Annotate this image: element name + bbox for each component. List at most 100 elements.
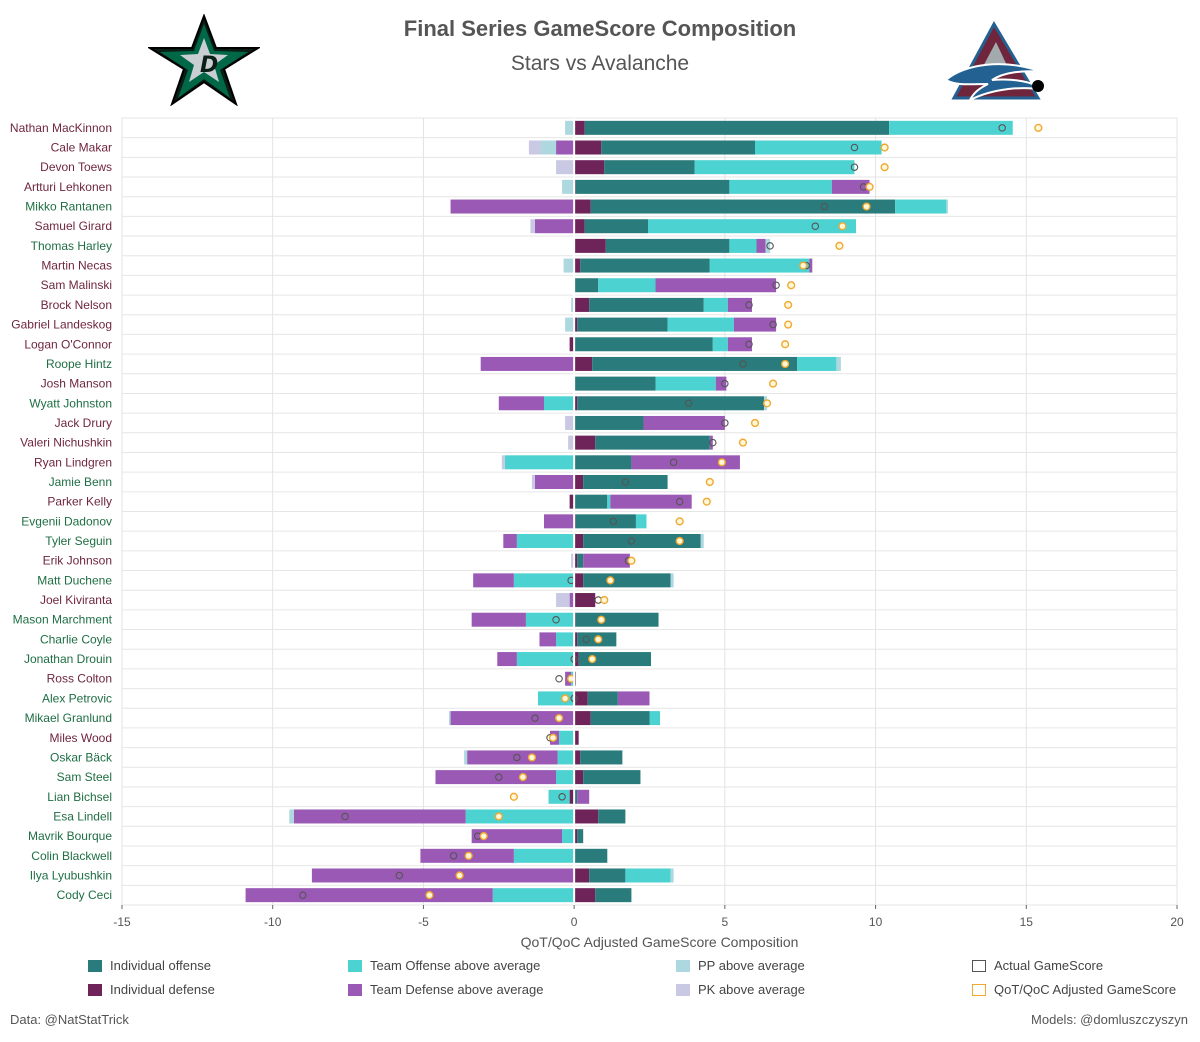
player-label: Erik Johnson bbox=[43, 554, 112, 568]
player-label: Artturi Lehkonen bbox=[24, 180, 112, 194]
bar-individual-offense bbox=[583, 474, 668, 489]
legend-swatch bbox=[972, 983, 986, 996]
actual-gamescore-marker bbox=[675, 497, 684, 506]
bar-individual-defense bbox=[574, 534, 584, 549]
bar-team-defense bbox=[727, 297, 752, 312]
legend-item-adjusted-marker: QoT/QoC Adjusted GameScore bbox=[972, 982, 1176, 997]
player-label: Sam Steel bbox=[57, 770, 112, 784]
legend-label: PK above average bbox=[698, 982, 805, 997]
x-tick-label: -15 bbox=[113, 915, 131, 929]
adjusted-gamescore-marker bbox=[865, 182, 874, 191]
bar-pp bbox=[563, 258, 575, 273]
bar-pk bbox=[528, 140, 541, 155]
adjusted-gamescore-marker bbox=[588, 654, 597, 664]
x-tick-label: 15 bbox=[1020, 915, 1034, 929]
bar-pk bbox=[530, 219, 535, 234]
bar-team-defense bbox=[577, 789, 590, 804]
actual-gamescore-marker bbox=[721, 419, 729, 427]
bar-team-defense bbox=[467, 750, 558, 765]
legend-swatch bbox=[88, 959, 102, 972]
actual-gamescore-marker bbox=[684, 399, 693, 408]
player-label: Charlie Coyle bbox=[40, 632, 112, 646]
bar-individual-defense bbox=[574, 297, 590, 312]
bar-individual-defense bbox=[574, 356, 593, 371]
player-label: Cody Ceci bbox=[57, 888, 112, 902]
bar-team-defense bbox=[293, 809, 466, 824]
bar-pp bbox=[565, 120, 575, 135]
x-axis-label: QoT/QoC Adjusted GameScore Composition bbox=[521, 934, 799, 950]
bar-individual-offense bbox=[574, 848, 608, 863]
bar-individual-offense bbox=[587, 691, 618, 706]
player-label: Oskar Bäck bbox=[50, 750, 113, 764]
bar-individual-offense bbox=[584, 120, 890, 135]
bar-individual-defense bbox=[574, 632, 578, 647]
bar-individual-offense bbox=[605, 238, 730, 253]
bar-individual-offense bbox=[577, 553, 584, 568]
adjusted-gamescore-marker bbox=[768, 379, 778, 388]
actual-gamescore-marker bbox=[555, 674, 563, 683]
bar-team-offense bbox=[525, 612, 575, 627]
bar-individual-offense bbox=[578, 652, 652, 667]
bar-individual-defense bbox=[569, 337, 575, 352]
bar-individual-defense bbox=[574, 711, 591, 726]
adjusted-gamescore-marker bbox=[479, 832, 488, 841]
bar-individual-offense bbox=[584, 219, 648, 234]
player-label: Esa Lindell bbox=[53, 809, 112, 823]
adjusted-gamescore-marker bbox=[606, 576, 615, 585]
bar-pk bbox=[556, 593, 570, 608]
bar-team-offense bbox=[465, 809, 575, 824]
x-tick-label: 0 bbox=[571, 915, 578, 929]
adjusted-gamescore-marker bbox=[835, 241, 844, 250]
bar-individual-offense bbox=[580, 750, 623, 765]
bar-individual-defense bbox=[569, 494, 575, 509]
actual-gamescore-marker bbox=[341, 812, 349, 821]
player-label: Logan O'Connor bbox=[24, 337, 112, 351]
bar-pp bbox=[540, 140, 557, 155]
legend-label: Team Defense above average bbox=[370, 982, 544, 997]
player-label: Alex Petrovic bbox=[42, 691, 112, 705]
bar-team-defense bbox=[556, 140, 575, 155]
player-label: Miles Wood bbox=[50, 731, 112, 745]
bar-individual-offense bbox=[574, 376, 656, 391]
bar-pp bbox=[289, 809, 294, 824]
bar-team-defense bbox=[498, 396, 544, 411]
bar-individual-defense bbox=[574, 317, 578, 332]
bar-individual-offense bbox=[574, 455, 632, 470]
bar-team-defense bbox=[727, 337, 752, 352]
bar-team-offense bbox=[667, 317, 734, 332]
adjusted-gamescore-marker bbox=[880, 163, 889, 172]
bar-pk bbox=[556, 160, 575, 175]
player-label: Valeri Nichushkin bbox=[20, 436, 112, 450]
bar-pp bbox=[836, 356, 841, 371]
bar-individual-offense bbox=[604, 160, 695, 175]
bar-team-defense bbox=[450, 199, 575, 214]
player-label: Sam Malinski bbox=[41, 278, 112, 292]
actual-gamescore-marker bbox=[582, 635, 590, 644]
actual-gamescore-marker bbox=[769, 320, 777, 329]
bar-team-offense bbox=[709, 258, 810, 273]
player-label: Colin Blackwell bbox=[31, 849, 112, 863]
adjusted-gamescore-marker bbox=[1034, 123, 1043, 132]
bar-individual-offense bbox=[583, 534, 701, 549]
x-tick-label: -10 bbox=[264, 915, 282, 929]
legend-label: Individual defense bbox=[110, 982, 215, 997]
actual-gamescore-marker bbox=[299, 891, 307, 899]
actual-gamescore-marker bbox=[609, 517, 618, 526]
bar-team-offense bbox=[544, 396, 575, 411]
model-credit: Models: @domluszczyszyn bbox=[1031, 1012, 1188, 1027]
bar-team-defense bbox=[709, 435, 713, 450]
player-label: Parker Kelly bbox=[47, 495, 112, 509]
adjusted-gamescore-marker bbox=[750, 418, 760, 428]
player-label: Roope Hintz bbox=[46, 357, 112, 371]
legend-item-actual-marker: Actual GameScore bbox=[972, 958, 1103, 973]
bar-team-offense bbox=[895, 199, 947, 214]
player-label: Mavrik Bourque bbox=[28, 829, 112, 843]
legend-item-team-defense: Team Defense above average bbox=[348, 982, 543, 997]
actual-gamescore-marker bbox=[621, 478, 630, 486]
bar-team-offense bbox=[516, 534, 575, 549]
actual-gamescore-marker bbox=[772, 281, 780, 289]
adjusted-gamescore-marker bbox=[527, 753, 537, 762]
bar-team-defense bbox=[450, 711, 575, 726]
bar-team-defense bbox=[809, 258, 813, 273]
bar-team-offense bbox=[607, 494, 611, 509]
